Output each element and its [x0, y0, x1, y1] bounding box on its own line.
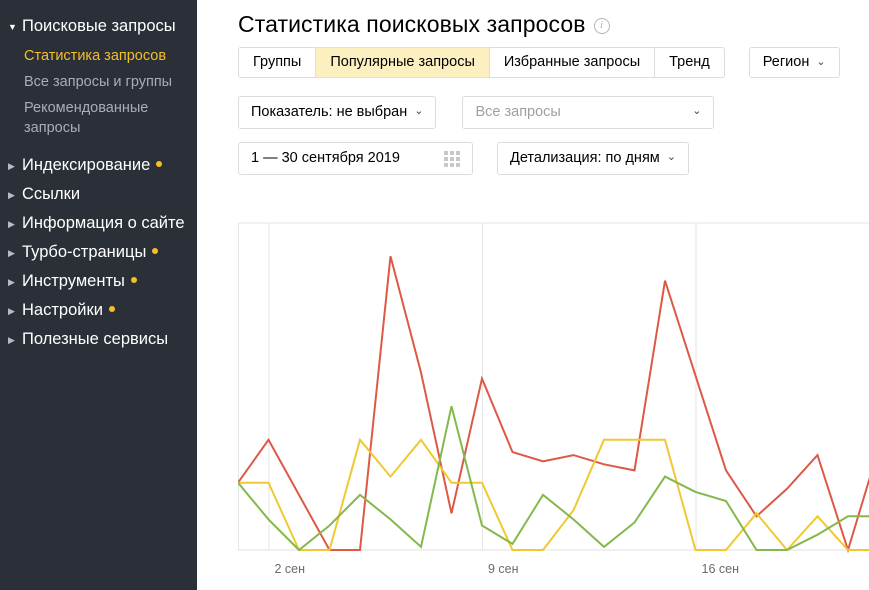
sidebar-group-turbo-pages: ▶ Турбо-страницы [0, 238, 197, 267]
indicator-label: Показатель: не выбран [251, 104, 408, 120]
sidebar-item-label: Полезные сервисы [22, 330, 169, 348]
notification-dot-icon [108, 305, 115, 312]
chart-line-series-red [238, 255, 869, 554]
sidebar-group-links: ▶ Ссылки [0, 180, 197, 209]
chart-x-axis: 2 сен 9 сен 16 сен [238, 562, 869, 582]
sidebar-group-useful-services: ▶ Полезные сервисы [0, 325, 197, 354]
sidebar-item-settings[interactable]: ▶ Настройки [0, 296, 197, 325]
sidebar-item-label: Индексирование [22, 155, 187, 176]
indicator-dropdown[interactable]: Показатель: не выбран ⌄ [238, 96, 437, 129]
filter-row-primary: Показатель: не выбран ⌄ Все запросы ⌄ [197, 96, 869, 129]
sidebar-group-search-queries: ▼ Поисковые запросы Статистика запросов … [0, 12, 197, 151]
chart-line-series-yellow [238, 437, 869, 552]
tab-groups[interactable]: Группы [238, 47, 316, 78]
sidebar-item-label: Настройки [22, 300, 187, 321]
chart-series-layer [238, 255, 869, 554]
sidebar-group-settings: ▶ Настройки [0, 296, 197, 325]
sidebar-item-all-queries-and-groups[interactable]: Все запросы и группы [24, 74, 173, 90]
sidebar-item-label: Инструменты [22, 271, 187, 292]
chart-x-tick-label: 2 сен [274, 562, 306, 576]
sidebar-item-indexing[interactable]: ▶ Индексирование [0, 151, 197, 180]
queries-line-chart[interactable] [238, 222, 869, 554]
tab-bar: Группы Популярные запросы Избранные запр… [197, 47, 869, 78]
chart-svg [238, 222, 869, 554]
detail-level-dropdown[interactable]: Детализация: по дням ⌄ [497, 142, 689, 175]
sidebar-item-tools[interactable]: ▶ Инструменты [0, 267, 197, 296]
calendar-grid-icon [444, 150, 460, 167]
sidebar-item-links[interactable]: ▶ Ссылки [0, 180, 197, 209]
chevron-right-icon: ▶ [8, 306, 15, 316]
sidebar-group-tools: ▶ Инструменты [0, 267, 197, 296]
filter-row-secondary: 1 — 30 сентября 2019 Детализация: по дня… [197, 142, 869, 175]
sidebar-item-useful-services[interactable]: ▶ Полезные сервисы [0, 325, 197, 354]
sidebar-group-site-info: ▶ Информация о сайте [0, 209, 197, 238]
chevron-down-icon: ▼ [8, 22, 17, 32]
queries-dropdown[interactable]: Все запросы ⌄ [462, 96, 715, 129]
chevron-right-icon: ▶ [8, 219, 15, 229]
page-title: Статистика поисковых запросов [238, 10, 586, 37]
tab-trend[interactable]: Тренд [654, 47, 725, 78]
sidebar-item-search-queries[interactable]: ▼ Поисковые запросы [0, 12, 197, 41]
sidebar-item-label: Информация о сайте [22, 214, 185, 232]
tab-popular-queries[interactable]: Популярные запросы [315, 47, 489, 78]
chevron-right-icon: ▶ [8, 190, 15, 200]
sidebar-item-label: Турбо-страницы [22, 242, 187, 263]
chevron-right-icon: ▶ [8, 248, 15, 258]
notification-dot-icon [156, 160, 163, 167]
sidebar-item-query-statistics[interactable]: Статистика запросов [24, 48, 167, 64]
sidebar-group-indexing: ▶ Индексирование [0, 151, 197, 180]
sidebar-item-site-info[interactable]: ▶ Информация о сайте [0, 209, 197, 238]
notification-dot-icon [130, 276, 137, 283]
chevron-right-icon: ▶ [8, 161, 15, 171]
chevron-right-icon: ▶ [8, 335, 15, 345]
main-content: Статистика поисковых запросов i Группы П… [197, 0, 869, 590]
queries-placeholder: Все запросы [475, 104, 561, 120]
sidebar-item-label: Ссылки [22, 185, 81, 203]
date-range-picker[interactable]: 1 — 30 сентября 2019 [238, 142, 473, 175]
sidebar-subnav: Статистика запросов Все запросы и группы… [0, 41, 197, 151]
chart-x-tick-label: 16 сен [701, 562, 739, 576]
tab-group: Группы Популярные запросы Избранные запр… [238, 47, 725, 78]
date-range-value: 1 — 30 сентября 2019 [251, 150, 400, 166]
chevron-right-icon: ▶ [8, 277, 15, 287]
sidebar-item-turbo-pages[interactable]: ▶ Турбо-страницы [0, 238, 197, 267]
tab-favorite-queries[interactable]: Избранные запросы [488, 47, 655, 78]
region-label: Регион [762, 54, 810, 70]
chart-x-tick-label: 9 сен [488, 562, 519, 576]
sidebar: ▼ Поисковые запросы Статистика запросов … [0, 0, 197, 590]
chevron-down-icon: ⌄ [692, 105, 702, 117]
chevron-down-icon: ⌄ [816, 56, 826, 68]
sidebar-item-label: Поисковые запросы [22, 17, 176, 35]
chevron-down-icon: ⌄ [666, 151, 676, 163]
notification-dot-icon [152, 247, 159, 254]
page-title-row: Статистика поисковых запросов i [197, 0, 869, 42]
chart-line-series-green [238, 405, 869, 552]
chevron-down-icon: ⌄ [414, 105, 424, 117]
detail-label: Детализация: по дням [510, 150, 660, 166]
info-circle-icon[interactable]: i [593, 18, 610, 34]
sidebar-item-recommended-queries[interactable]: Рекомендованные запросы [24, 100, 149, 136]
region-dropdown-button[interactable]: Регион ⌄ [748, 47, 840, 78]
